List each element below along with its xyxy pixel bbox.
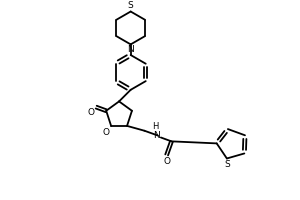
Text: N: N: [127, 45, 134, 54]
Text: S: S: [128, 1, 134, 10]
Text: N: N: [154, 131, 160, 140]
Text: O: O: [87, 108, 94, 117]
Text: O: O: [102, 128, 109, 137]
Text: S: S: [224, 160, 230, 169]
Text: H: H: [152, 122, 158, 131]
Text: O: O: [163, 157, 170, 166]
